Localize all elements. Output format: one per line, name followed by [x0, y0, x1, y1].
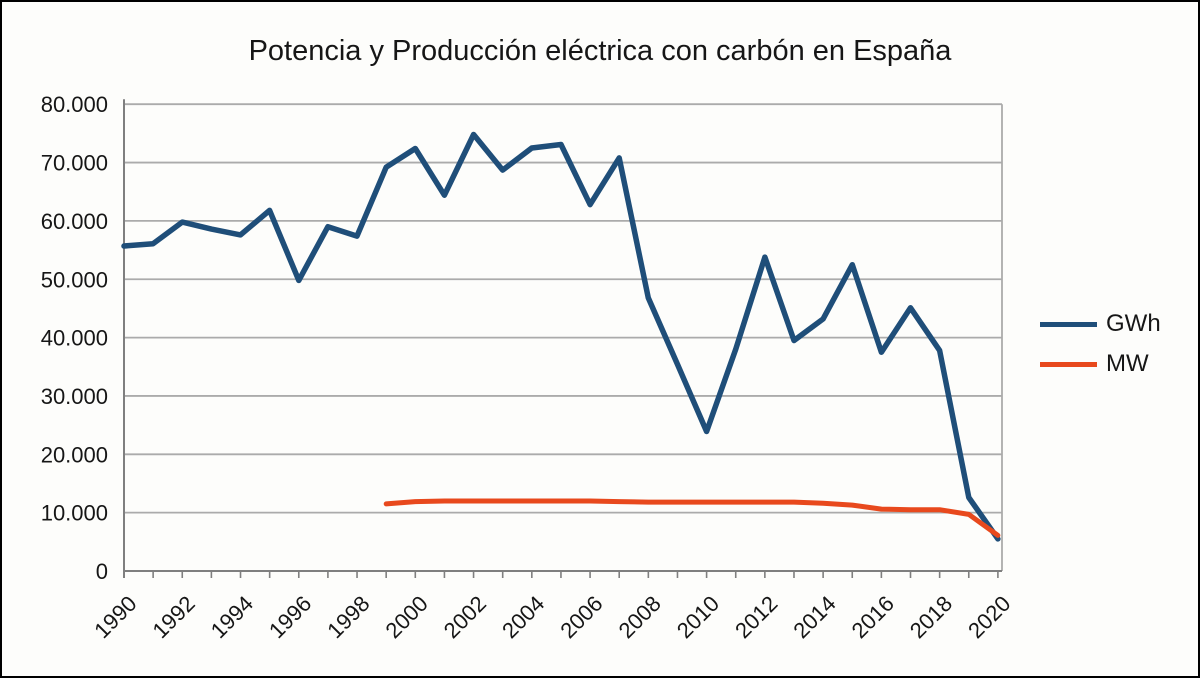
x-axis-label: 2004	[497, 591, 549, 643]
x-axis-label: 1994	[206, 591, 258, 643]
x-axis-label: 2008	[614, 591, 666, 643]
x-axis-label: 1992	[148, 591, 200, 643]
x-axis-label: 2016	[847, 591, 899, 643]
x-axis-label: 2020	[963, 591, 1015, 643]
mw-series-line	[383, 498, 1001, 538]
x-axis-label: 2012	[730, 591, 782, 643]
x-axis-label: 2014	[788, 591, 840, 643]
y-axis-label: 70.000	[41, 151, 108, 176]
x-axis-label: 2000	[381, 591, 433, 643]
x-axis-label: 2018	[905, 591, 957, 643]
y-axis-label: 60.000	[41, 209, 108, 234]
legend: GWh MW	[1040, 304, 1161, 384]
y-axis-label: 0	[96, 559, 108, 584]
gwh-series-line	[121, 131, 1001, 542]
x-axis-label: 1996	[264, 591, 316, 643]
x-axis-label: 1990	[89, 591, 141, 643]
y-axis-label: 50.000	[41, 267, 108, 292]
x-axis-label: 2010	[672, 591, 724, 643]
mw-line-swatch	[1040, 361, 1097, 367]
y-axis-label: 30.000	[41, 384, 108, 409]
gwh-line-swatch	[1040, 321, 1097, 327]
legend-label-mw: MW	[1106, 350, 1149, 377]
x-axis-label: 2006	[555, 591, 607, 643]
y-axis-label: 80.000	[41, 92, 108, 117]
x-axis-label: 2002	[439, 591, 491, 643]
y-axis-label: 20.000	[41, 442, 108, 467]
chart-title: Potencia y Producción eléctrica con carb…	[248, 35, 952, 67]
legend-item-mw: MW	[1040, 344, 1161, 384]
legend-label-gwh: GWh	[1106, 310, 1161, 337]
x-axis-label: 1998	[322, 591, 374, 643]
y-axis-label: 40.000	[41, 326, 108, 351]
legend-item-gwh: GWh	[1040, 304, 1161, 344]
y-axis-label: 10.000	[41, 501, 108, 526]
